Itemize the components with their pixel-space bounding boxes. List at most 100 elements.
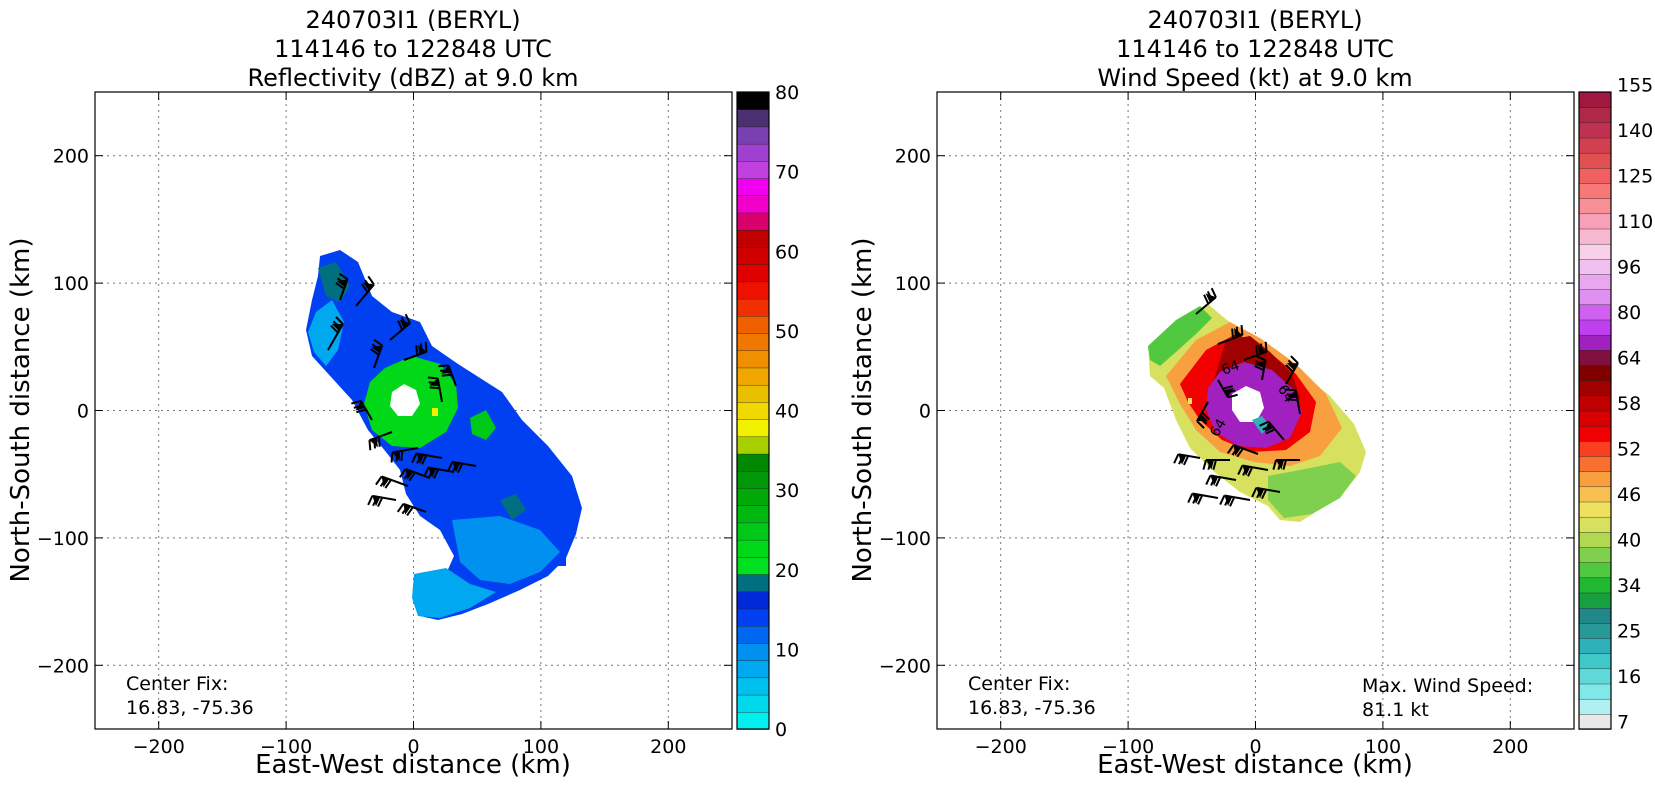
wind-barb-pennant bbox=[1224, 387, 1234, 398]
wind-green-nw bbox=[1148, 306, 1212, 366]
colorbar-tick-label: 140 bbox=[1617, 120, 1653, 142]
colorbar-tick-label: 10 bbox=[775, 639, 799, 661]
colorbar-segment bbox=[1578, 668, 1612, 685]
wind-barb-feather bbox=[368, 440, 372, 451]
colorbar-segment bbox=[1578, 410, 1612, 427]
colorbar-tick-label: 0 bbox=[775, 719, 787, 741]
echo-green-sw bbox=[470, 410, 496, 440]
right-title-line-1: 240703I1 (BERYL) bbox=[1147, 6, 1362, 34]
wind-barb-feather bbox=[1272, 459, 1277, 470]
wind-barb-pennant bbox=[363, 282, 374, 291]
colorbar-segment bbox=[1578, 470, 1612, 488]
wind-barb-feather bbox=[367, 495, 374, 506]
right-axis-ticks: −200 −100 0 100 200 −200 −100 0 100 200 bbox=[879, 92, 1574, 758]
colorbar-frame bbox=[736, 91, 770, 730]
wind-barb-pennant bbox=[418, 344, 427, 355]
wind-barb-feather bbox=[1197, 494, 1204, 505]
wind-barb-feather bbox=[1227, 393, 1238, 399]
colorbar-segment bbox=[1578, 349, 1612, 366]
colorbar-segment bbox=[736, 143, 770, 162]
wind-speed-colorbar: 7 16 25 34 40 46 52 58 64 80 96 110 125 140 155 bbox=[1578, 74, 1653, 733]
wind-barb-pennant bbox=[381, 476, 390, 488]
colorbar-segment bbox=[736, 659, 770, 679]
wind-barb-feather bbox=[406, 506, 414, 516]
wind-barb bbox=[360, 400, 373, 421]
wind-barb-feather bbox=[399, 468, 407, 478]
colorbar-tick-label: 25 bbox=[1617, 620, 1641, 642]
colorbar-tick-label: 50 bbox=[775, 321, 799, 343]
right-title-line-2: 114146 to 122848 UTC bbox=[1116, 35, 1394, 63]
colorbar-segment bbox=[1578, 395, 1612, 412]
wind-barb-feather bbox=[400, 450, 404, 461]
x-tick-label: −200 bbox=[133, 736, 185, 758]
colorbar-tick-label: 60 bbox=[775, 241, 799, 263]
wind-barb-feather bbox=[377, 497, 384, 508]
wind-barb-pennant bbox=[399, 319, 410, 329]
colorbar-tick-label: 34 bbox=[1617, 575, 1641, 597]
right-wind-barbs bbox=[1173, 287, 1301, 507]
colorbar-segment bbox=[1578, 288, 1612, 306]
wind-fleck bbox=[1188, 398, 1192, 404]
y-tick-label: 0 bbox=[77, 401, 89, 423]
wind-barb-feather bbox=[351, 399, 362, 405]
y-tick-label: 0 bbox=[919, 401, 931, 423]
wind-barb-pennant bbox=[416, 453, 425, 464]
wind-barb-feather bbox=[1219, 495, 1226, 505]
wind-barb-feather bbox=[421, 454, 428, 465]
wind-barb-pennant bbox=[331, 323, 343, 331]
colorbar-segment bbox=[1578, 334, 1612, 351]
wind-barb-feather bbox=[457, 463, 464, 474]
colorbar-tick-label: 20 bbox=[775, 560, 799, 582]
reflectivity-panel: 240703I1 (BERYL) 114146 to 122848 UTC Re… bbox=[6, 6, 799, 780]
colorbar-segment bbox=[736, 384, 770, 403]
x-tick-label: −100 bbox=[260, 736, 312, 758]
colorbar-segment bbox=[736, 487, 770, 506]
wind-barb-feather bbox=[335, 316, 344, 325]
wind-barb-feather bbox=[408, 471, 416, 482]
wind-barb-pennant bbox=[355, 400, 365, 411]
colorbar-segment bbox=[1578, 622, 1612, 639]
wind-barb-feather bbox=[415, 345, 419, 356]
wind-barb-feather bbox=[433, 468, 440, 479]
colorbar-segment bbox=[1578, 243, 1612, 260]
wind-barb-feather bbox=[441, 373, 452, 377]
echo-light-blue bbox=[412, 568, 496, 618]
colorbar-segment bbox=[1578, 440, 1612, 457]
colorbar-segment bbox=[736, 694, 770, 713]
colorbar-tick-label: 7 bbox=[1617, 711, 1629, 733]
right-center-fix-label: Center Fix: bbox=[968, 673, 1070, 695]
wind-barb-pennant bbox=[1233, 445, 1242, 457]
wind-barb-pennant bbox=[392, 451, 401, 462]
right-ylabel: North-South distance (km) bbox=[848, 237, 878, 582]
echo-light-blue-2 bbox=[452, 516, 560, 584]
colorbar-segment bbox=[736, 109, 770, 128]
wind-barb-pennant bbox=[1234, 327, 1243, 338]
wind-barb-pennant bbox=[429, 378, 440, 387]
wind-barb-feather bbox=[411, 453, 418, 463]
echo-eye bbox=[390, 384, 420, 416]
wind-barb-feather bbox=[396, 503, 405, 513]
colorbar-segment bbox=[1578, 577, 1612, 594]
colorbar-tick-label: 110 bbox=[1617, 211, 1653, 233]
wind-barb-feather bbox=[1264, 341, 1268, 352]
colorbar-segment bbox=[736, 556, 770, 575]
right-xlabel: East-West distance (km) bbox=[1097, 750, 1413, 780]
wind-barb-feather bbox=[1247, 466, 1254, 477]
colorbar-segment bbox=[1578, 91, 1612, 108]
y-tick-label: 200 bbox=[53, 146, 89, 168]
colorbar-segment bbox=[736, 212, 770, 231]
wind-barb-pennant bbox=[441, 365, 452, 374]
colorbar-tick-label: 58 bbox=[1617, 393, 1641, 415]
wind-barb-feather bbox=[390, 452, 394, 463]
wind-speed-field bbox=[1148, 304, 1366, 522]
wind-barb-pennant bbox=[452, 461, 461, 473]
wind-barb-feather bbox=[1201, 411, 1210, 421]
wind-barb-pennant bbox=[1256, 487, 1265, 499]
wind-barb-pennant bbox=[1286, 363, 1298, 371]
wind-barb-pennant bbox=[403, 503, 411, 515]
y-tick-label: 200 bbox=[895, 146, 931, 168]
wind-barb-feather bbox=[1236, 447, 1244, 458]
colorbar-segment bbox=[1578, 516, 1612, 533]
wind-barb-pennant bbox=[1258, 344, 1267, 355]
